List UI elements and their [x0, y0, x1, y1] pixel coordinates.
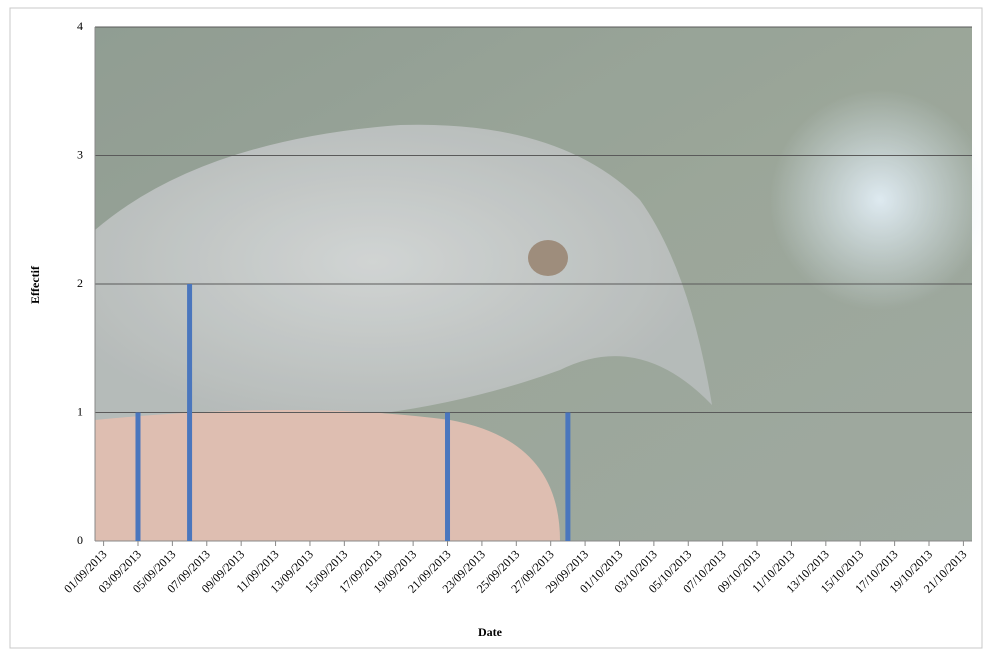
y-tick-label: 1	[77, 404, 83, 418]
y-tick-label: 2	[77, 276, 83, 290]
bar	[135, 412, 141, 541]
y-axis-title: Effectif	[28, 265, 42, 304]
y-tick-label: 4	[77, 19, 83, 33]
bar	[187, 284, 193, 541]
y-tick-label: 3	[77, 147, 83, 161]
x-axis-title: Date	[478, 625, 503, 639]
bar	[445, 412, 451, 541]
bar	[565, 412, 571, 541]
y-tick-label: 0	[77, 533, 83, 547]
